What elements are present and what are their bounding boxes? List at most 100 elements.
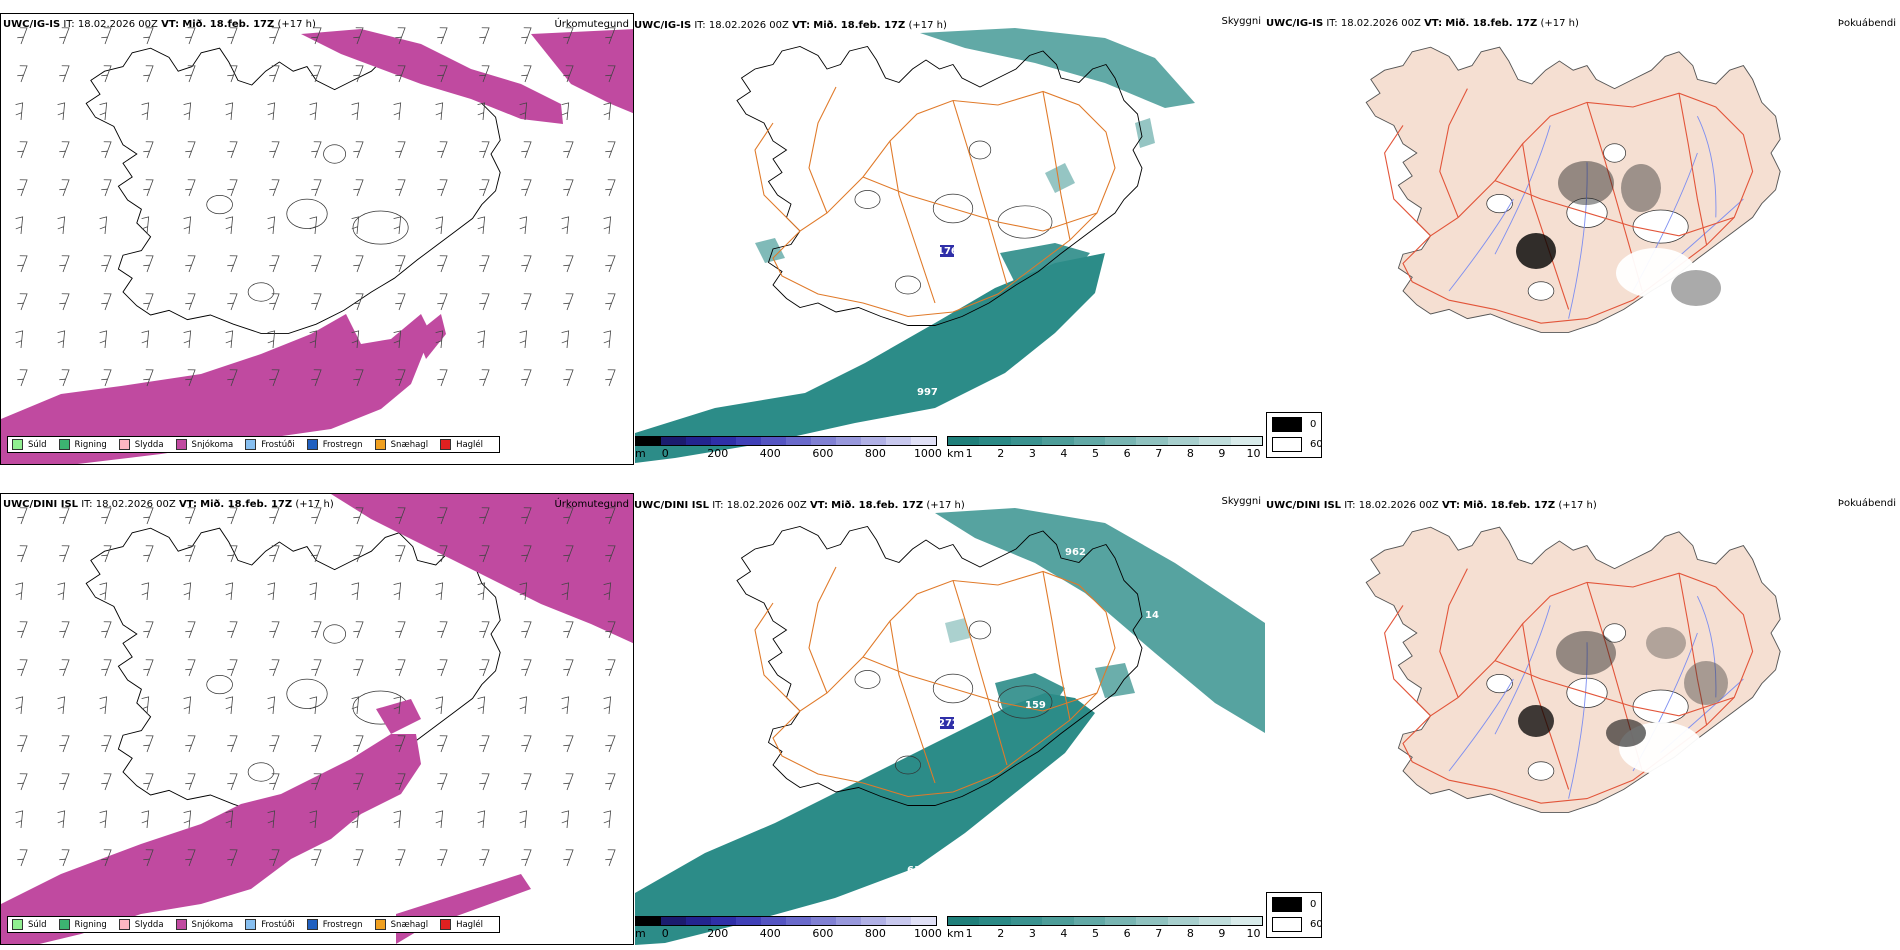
glacier-outline: [968, 620, 992, 640]
wind-barb: [101, 65, 112, 83]
panel-header: UWC/IG-IS IT: 18.02.2026 00Z VT: Mið. 18…: [634, 20, 947, 31]
wind-barb: [143, 735, 154, 753]
wind-barb: [605, 65, 616, 83]
colorbar-tick: 200: [707, 927, 729, 940]
colorbar-step: [1199, 437, 1231, 445]
glacier-outline: [1603, 143, 1627, 163]
wind-barb: [351, 582, 360, 601]
legend-swatch: [175, 439, 187, 450]
wind-barb: [101, 773, 112, 791]
wind-barb: [353, 659, 364, 677]
wind-barb: [99, 582, 108, 601]
wind-barb: [395, 735, 406, 753]
wind-barb: [269, 735, 280, 753]
legend-swatch: [306, 919, 318, 930]
wind-barb: [57, 696, 66, 715]
wind-barb: [101, 735, 112, 753]
wind-barb: [437, 659, 448, 677]
colorbar-unit: km: [947, 927, 965, 940]
cloud-label: 962: [1065, 547, 1086, 558]
colorbar-tick: 400: [759, 447, 781, 460]
road: [772, 570, 1116, 798]
glacier-outline: [932, 193, 974, 224]
river: [1448, 678, 1514, 772]
wind-barb: [477, 216, 486, 235]
wind-barb: [57, 216, 66, 235]
wind-barb: [143, 369, 154, 387]
road: [862, 176, 1098, 232]
wind-barb: [185, 545, 196, 563]
colorbar-step: [979, 917, 1011, 925]
colorbar-tick: 7: [1155, 447, 1163, 460]
colorbar-step: [736, 917, 761, 925]
legend-label: Súld: [28, 919, 47, 930]
wind-barb: [353, 141, 364, 159]
wind-barb: [59, 735, 70, 753]
road: [1384, 125, 1431, 237]
glacier-outline: [1486, 194, 1513, 214]
wind-barb: [17, 141, 28, 159]
wind-barb: [143, 27, 154, 45]
legend-swatch: [58, 919, 70, 930]
wind-barb: [479, 507, 490, 525]
wind-barb: [143, 293, 154, 311]
wind-barb: [269, 255, 280, 273]
legend-swatch: [12, 439, 23, 450]
wind-barb: [143, 179, 154, 197]
wind-barb: [395, 27, 406, 45]
wind-barb: [309, 216, 318, 235]
wind-barb: [225, 696, 234, 715]
wind-barb: [395, 621, 406, 639]
glacier-outline: [997, 205, 1053, 239]
legend-swatch: [374, 919, 386, 930]
colorbar-step: [911, 437, 936, 445]
wind-barb: [521, 621, 532, 639]
wind-barb: [143, 621, 154, 639]
wind-barb: [563, 621, 574, 639]
precip-legend-item: Súld: [12, 919, 47, 930]
wind-barb: [479, 141, 490, 159]
wind-barb: [185, 65, 196, 83]
wind-barb: [269, 507, 280, 525]
wind-barb: [395, 179, 406, 197]
wind-barb: [101, 849, 112, 867]
wind-barb: [479, 293, 490, 311]
colorbar-step: [1105, 437, 1137, 445]
colorbar-step: [1167, 437, 1200, 445]
cloud-label: 159: [1025, 700, 1046, 711]
precip-legend-item: Frostúði: [245, 439, 295, 450]
glacier-outline: [854, 670, 881, 689]
wind-barb: [59, 255, 70, 273]
wind-barb: [351, 102, 360, 121]
precip-legend-item: Frostregn: [306, 919, 363, 930]
wind-barb: [437, 773, 448, 791]
legend-swatch: [118, 919, 130, 930]
colorbar-step: [1105, 917, 1137, 925]
wind-barb: [519, 216, 528, 235]
wind-barb: [15, 216, 24, 235]
wind-barb: [311, 255, 322, 273]
wind-barb: [437, 141, 448, 159]
road: [889, 620, 936, 784]
cloud-panel-top: 176 997 278 Skyggni m 0 200 400 600 800 1000 k…: [635, 13, 1265, 465]
wind-barb: [227, 773, 238, 791]
wind-barbs-bottom: [15, 507, 616, 867]
panel-header: UWC/DINI ISL IT: 18.02.2026 00Z VT: Mið.…: [1266, 500, 1597, 511]
wind-barb: [395, 659, 406, 677]
wind-barb: [101, 179, 112, 197]
low-visibility-area-bottom: [635, 508, 1265, 945]
colorbar-step: [761, 437, 786, 445]
legend-swatch: [12, 919, 23, 930]
wind-barb: [101, 507, 112, 525]
wind-barb: [183, 810, 192, 829]
wind-barb: [141, 696, 150, 715]
wind-barb: [101, 621, 112, 639]
wind-barb: [269, 621, 280, 639]
wind-barb: [437, 65, 448, 83]
visibility-colorbar: km 1 2 3 4 5 6 7 8 9 10: [947, 916, 1263, 940]
wind-barb: [17, 545, 28, 563]
wind-barb: [563, 65, 574, 83]
precip-legend: Súld Rigning Slydda Snjókoma Frostúði Frostre…: [7, 436, 501, 453]
colorbar-tick: 1: [965, 447, 973, 460]
legend-label: Rigning: [74, 439, 107, 450]
